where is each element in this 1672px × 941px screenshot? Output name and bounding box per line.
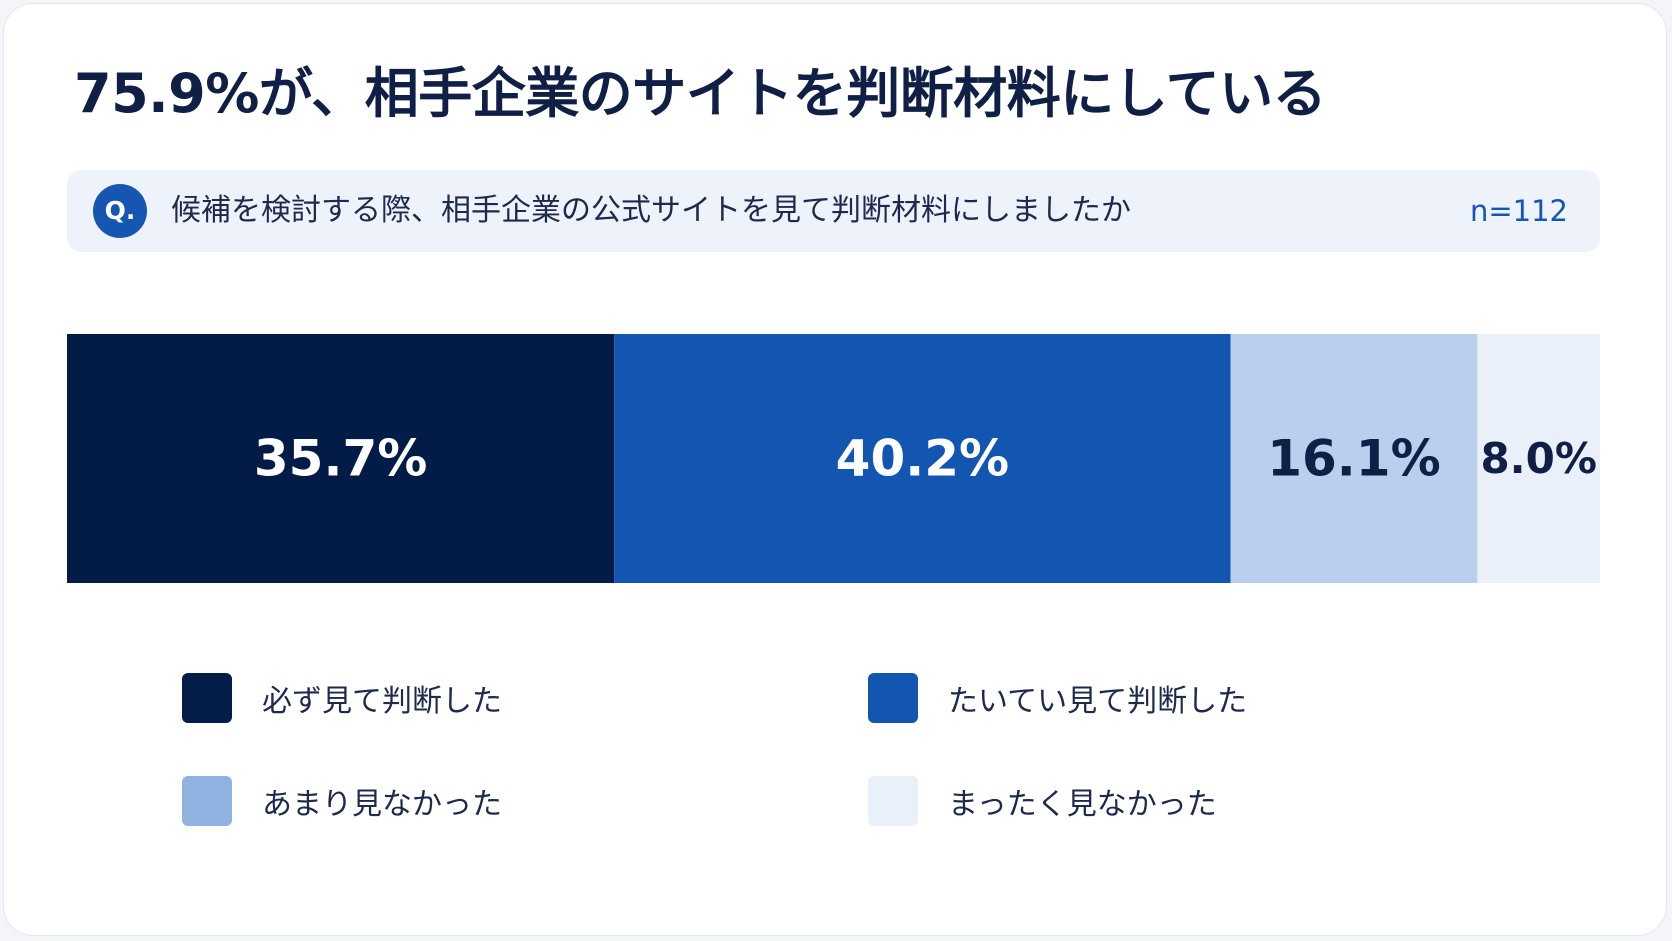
legend-swatch-2 [868,673,918,723]
legend-item-4: まったく見なかった [868,776,1217,826]
legend-swatch-4 [868,776,918,826]
legend-swatch-3 [182,776,232,826]
chart-title: 75.9%が、相手企業のサイトを判断材料にしている [74,62,1327,125]
legend-label-3: あまり見なかった [262,787,502,822]
sample-size: n=112 [1469,194,1568,228]
legend-item-1: 必ず見て判断した [182,673,502,723]
question-badge: Q. [93,184,147,238]
legend-label-4: まったく見なかった [948,787,1217,822]
question-box: Q. 候補を検討する際、相手企業の公式サイトを見て判断材料にしましたか n=11… [67,170,1600,252]
question-text: 候補を検討する際、相手企業の公式サイトを見て判断材料にしましたか [171,193,1131,228]
legend-label-1: 必ず見て判断した [262,684,502,719]
legend-swatch-1 [182,673,232,723]
legend-label-2: たいてい見て判断した [948,684,1248,719]
legend-item-2: たいてい見て判断した [868,673,1247,723]
legend-item-3: あまり見なかった [182,776,502,826]
